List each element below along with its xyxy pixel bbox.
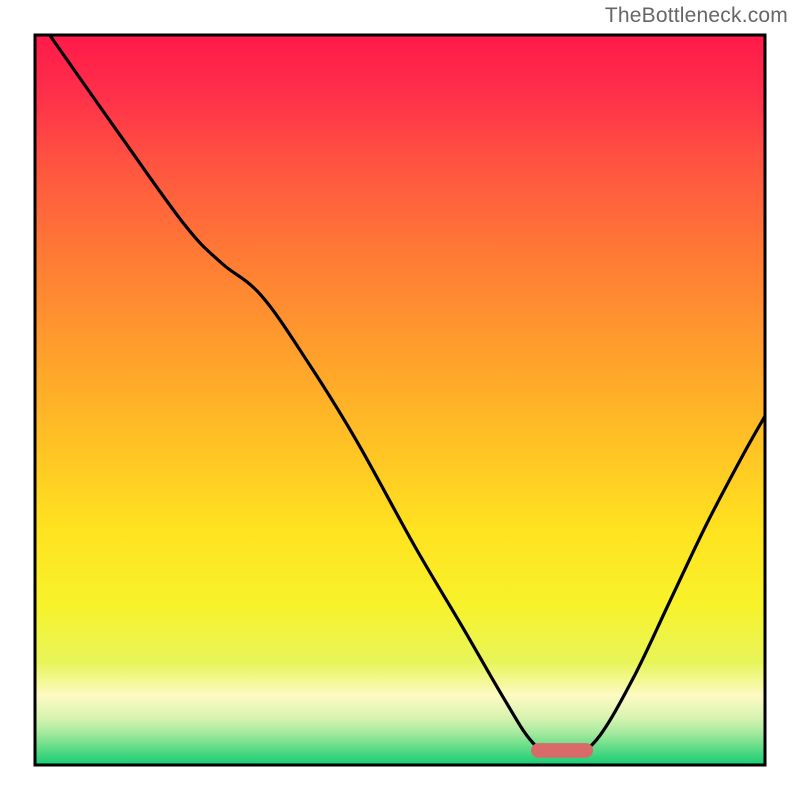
chart-root: TheBottleneck.com — [0, 0, 800, 800]
bottleneck-chart — [0, 0, 800, 800]
optimal-zone-marker — [531, 743, 593, 758]
watermark-text: TheBottleneck.com — [605, 4, 788, 28]
gradient-background — [35, 35, 765, 765]
